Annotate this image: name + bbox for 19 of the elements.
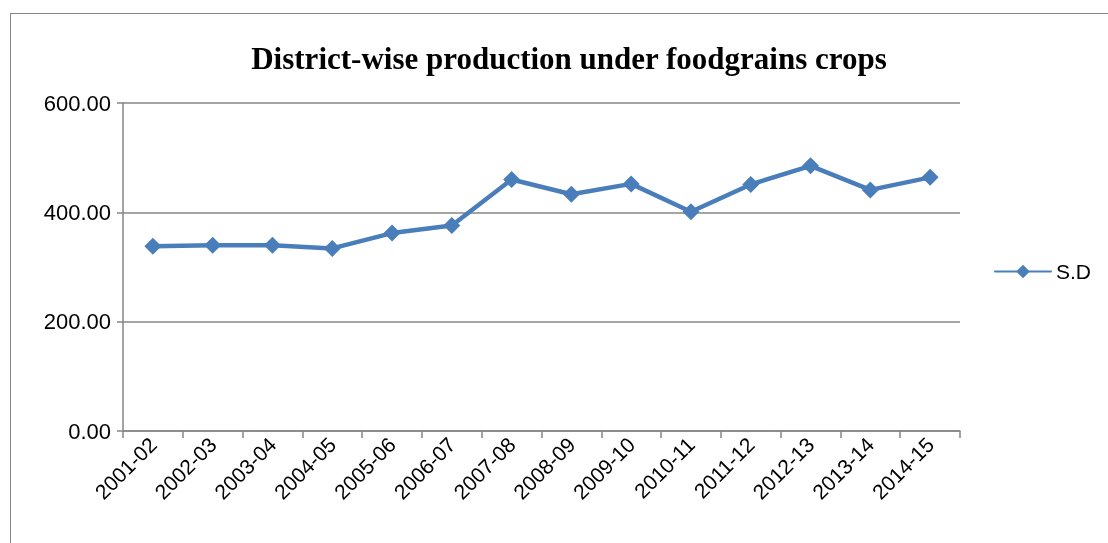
point (323, 239, 341, 257)
point (802, 157, 820, 175)
y-tick-label: 400.00 (43, 199, 111, 225)
point (921, 168, 939, 186)
y-tick-label: 0.00 (68, 418, 111, 444)
legend-label: S.D (1055, 260, 1092, 283)
point (443, 216, 461, 234)
point (562, 185, 580, 203)
y-tick-label: 600.00 (43, 90, 111, 116)
point (383, 224, 401, 242)
point (861, 181, 879, 199)
y-tick-label: 200.00 (43, 309, 111, 335)
chart-title: District-wise production under foodgrains crops (251, 41, 887, 76)
point (622, 175, 640, 193)
point (682, 203, 700, 221)
point (144, 237, 162, 255)
point (742, 175, 760, 193)
point (503, 171, 521, 189)
point (204, 236, 222, 254)
